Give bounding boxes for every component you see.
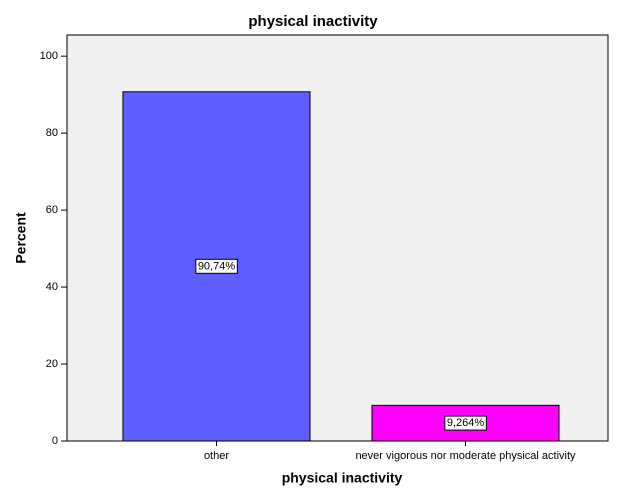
x-tick-label: other xyxy=(204,450,229,462)
chart-title: physical inactivity xyxy=(248,13,378,30)
data-label: 90,74% xyxy=(198,260,236,272)
data-label-box xyxy=(195,258,238,274)
y-tick-label: 80 xyxy=(46,127,58,139)
y-tick-label: 40 xyxy=(46,281,58,293)
data-label-box xyxy=(444,415,487,431)
x-tick-label: never vigorous nor moderate physical act… xyxy=(355,450,576,462)
y-tick-label: 0 xyxy=(52,435,58,447)
y-tick-label: 20 xyxy=(46,358,58,370)
data-label: 9,264% xyxy=(447,417,485,429)
y-tick-label: 100 xyxy=(40,50,58,62)
y-axis-label: Percent xyxy=(13,212,29,264)
x-axis-label: physical inactivity xyxy=(282,470,403,486)
y-tick-label: 60 xyxy=(46,204,58,216)
